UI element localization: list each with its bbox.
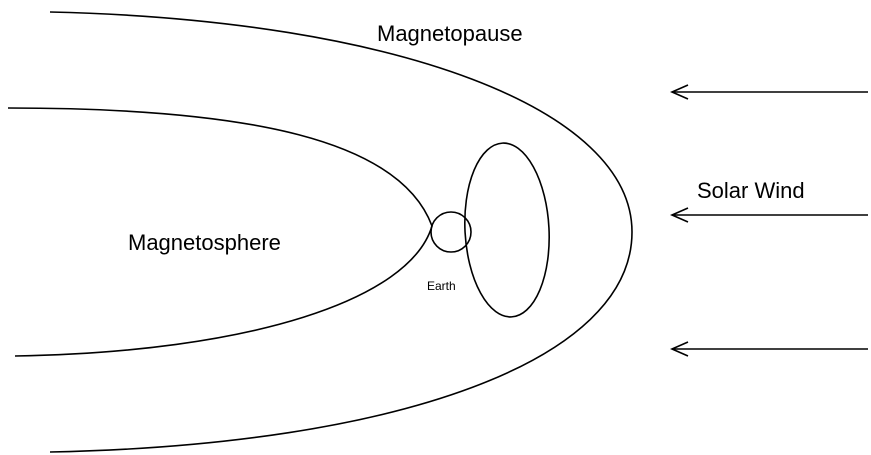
earth-label: Earth	[427, 279, 456, 293]
diagram: Magnetopause Solar Wind Magnetosphere Ea…	[0, 0, 871, 455]
field-loop	[461, 141, 554, 319]
magnetosphere-label: Magnetosphere	[128, 230, 281, 255]
page: Magnetopause Solar Wind Magnetosphere Ea…	[0, 0, 871, 455]
solar-wind-label: Solar Wind	[697, 178, 805, 203]
solar-wind-arrows	[672, 85, 868, 356]
magnetopause-label: Magnetopause	[377, 21, 523, 46]
